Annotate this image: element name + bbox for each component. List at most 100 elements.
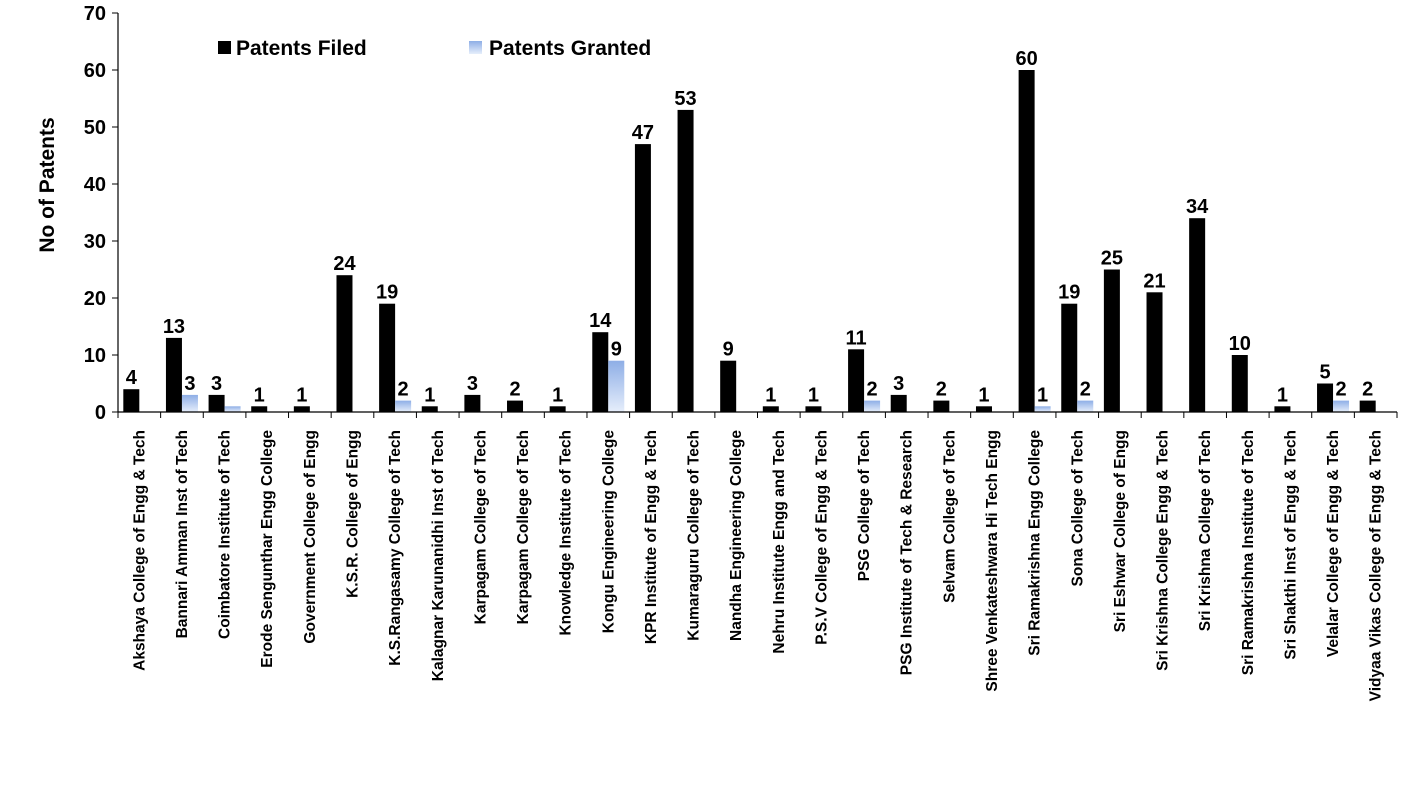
data-label-patents-filled: 19 xyxy=(376,282,398,304)
data-label-patents-granted: 9 xyxy=(611,339,622,361)
y-axis-title: No of Patents xyxy=(36,117,59,252)
bar-patents-filled xyxy=(464,394,481,412)
bar-patents-filled xyxy=(123,389,140,412)
bar-patents-granted xyxy=(1333,400,1350,412)
bar-patents-filled xyxy=(1189,218,1206,412)
x-category-label: KPR Institute of Engg & Tech xyxy=(643,430,660,644)
x-category-label: Selvam College of Tech xyxy=(941,430,958,603)
bar-patents-filled xyxy=(293,406,310,412)
data-label-patents-filled: 9 xyxy=(723,339,734,361)
bar-patents-filled xyxy=(592,332,609,412)
data-label-patents-filled: 4 xyxy=(126,367,138,389)
x-category-label: PSG College of Tech xyxy=(856,430,873,581)
data-label-patents-filled: 1 xyxy=(424,384,435,406)
x-category-label: Sri Eshwar College of Engg xyxy=(1112,430,1129,632)
data-label-patents-granted: 1 xyxy=(1037,384,1048,406)
data-label-patents-filled: 13 xyxy=(163,316,185,338)
data-label-patents-filled: 1 xyxy=(808,384,819,406)
bar-patents-filled xyxy=(421,406,438,412)
bar-patents-filled xyxy=(379,303,396,412)
bar-patents-filled xyxy=(933,400,950,412)
bar-patents-filled xyxy=(1231,355,1248,412)
data-label-patents-filled: 1 xyxy=(765,384,776,406)
bar-patents-filled xyxy=(165,337,182,412)
bar-patents-filled xyxy=(890,394,907,412)
x-category-label: Shree Venkateshwara Hi Tech Engg xyxy=(984,430,1001,692)
data-label-patents-filled: 2 xyxy=(509,379,520,401)
x-category-label: Sri Krishna College Engg & Tech xyxy=(1155,430,1172,671)
legend: Patents Filed Patents Granted xyxy=(218,37,651,60)
bar-patents-filled xyxy=(634,144,651,412)
y-tick-label: 50 xyxy=(84,117,106,139)
bar-patents-filled xyxy=(1274,406,1291,412)
x-category-label: Kongu Engineering College xyxy=(600,430,617,634)
x-category-label: Government College of Engg xyxy=(302,430,319,644)
data-label-patents-filled: 47 xyxy=(632,122,654,144)
y-axis: 0 10 20 30 40 50 60 70 xyxy=(84,3,119,424)
x-axis: Akshaya College of Engg & Tech Bannari Am… xyxy=(117,411,1398,701)
bar-patents-filled xyxy=(251,406,268,412)
bar-patents-filled xyxy=(1061,303,1078,412)
data-label-patents-filled: 21 xyxy=(1143,270,1165,292)
data-label-patents-filled: 14 xyxy=(589,310,612,332)
x-category-label: Nehru Institute Engg and Tech xyxy=(771,430,788,654)
legend-label-patents-granted: Patents Granted xyxy=(489,37,651,60)
bar-patents-granted xyxy=(1077,400,1094,412)
data-label-patents-filled: 1 xyxy=(978,384,989,406)
y-tick-label: 40 xyxy=(84,174,106,196)
x-category-label: Velalar College of Engg & Tech xyxy=(1325,430,1342,657)
data-label-patents-filled: 24 xyxy=(333,253,356,275)
y-tick-label: 10 xyxy=(84,345,106,367)
y-tick-label: 60 xyxy=(84,60,106,82)
x-category-label: Vidyaa Vikas College of Engg & Tech xyxy=(1368,430,1385,701)
x-category-label: Sona College of Tech xyxy=(1069,430,1086,586)
x-category-label: Erode Sengunthar Engg College xyxy=(259,430,276,668)
x-category-label: Kalagnar Karunanidhi Inst of Tech xyxy=(430,430,447,681)
data-label-patents-filled: 2 xyxy=(1362,379,1373,401)
data-label-patents-filled: 25 xyxy=(1101,248,1123,270)
x-category-label: PSG Institute of Tech & Research xyxy=(899,430,916,675)
bar-patents-filled xyxy=(507,400,524,412)
bar-patents-granted xyxy=(1034,406,1051,412)
data-label-patents-filled: 1 xyxy=(296,384,307,406)
legend-swatch-patents-granted xyxy=(469,41,482,54)
bar-patents-filled xyxy=(1146,292,1163,412)
data-label-patents-filled: 1 xyxy=(552,384,563,406)
legend-label-patents-filled: Patents Filed xyxy=(236,37,367,60)
data-label-patents-granted: 3 xyxy=(184,373,195,395)
data-label-patents-filled: 10 xyxy=(1229,333,1251,355)
x-category-label: Karpagam College of Tech xyxy=(472,430,489,624)
data-label-patents-granted: 2 xyxy=(867,379,878,401)
data-label-patents-granted: 2 xyxy=(1335,379,1346,401)
bar-patents-filled xyxy=(848,349,865,412)
data-label-patents-filled: 1 xyxy=(1277,384,1288,406)
data-label-patents-filled: 53 xyxy=(674,88,696,110)
x-category-label: Kumaraguru College of Tech xyxy=(686,430,703,641)
x-category-label: Akshaya College of Engg & Tech xyxy=(131,430,148,671)
legend-swatch-patents-filled xyxy=(218,41,231,54)
data-label-patents-filled: 1 xyxy=(254,384,265,406)
x-category-label: K.S.Rangasamy College of Tech xyxy=(387,430,404,666)
bar-patents-filled xyxy=(720,360,737,412)
bar-patents-filled xyxy=(1103,269,1120,412)
data-label-patents-filled: 5 xyxy=(1319,362,1330,384)
data-label-patents-granted: 2 xyxy=(398,379,409,401)
x-category-label: Nandha Engineering College xyxy=(728,430,745,641)
bar-patents-filled xyxy=(336,275,353,412)
bar-patents-granted xyxy=(224,406,241,412)
x-category-label: Karpagam College of Tech xyxy=(515,430,532,624)
bar-patents-filled xyxy=(762,406,779,412)
bar-patents-filled xyxy=(975,406,992,412)
x-category-label: Knowledge Institute of Tech xyxy=(558,430,575,636)
bar-patents-granted xyxy=(395,400,412,412)
y-tick-label: 20 xyxy=(84,288,106,310)
y-tick-label: 30 xyxy=(84,231,106,253)
data-label-patents-granted: 2 xyxy=(1080,379,1091,401)
data-label-patents-filled: 19 xyxy=(1058,282,1080,304)
data-label-patents-filled: 11 xyxy=(846,327,867,349)
bar-patents-filled xyxy=(549,406,566,412)
bar-patents-filled xyxy=(1317,383,1334,412)
bar-patents-granted xyxy=(864,400,881,412)
